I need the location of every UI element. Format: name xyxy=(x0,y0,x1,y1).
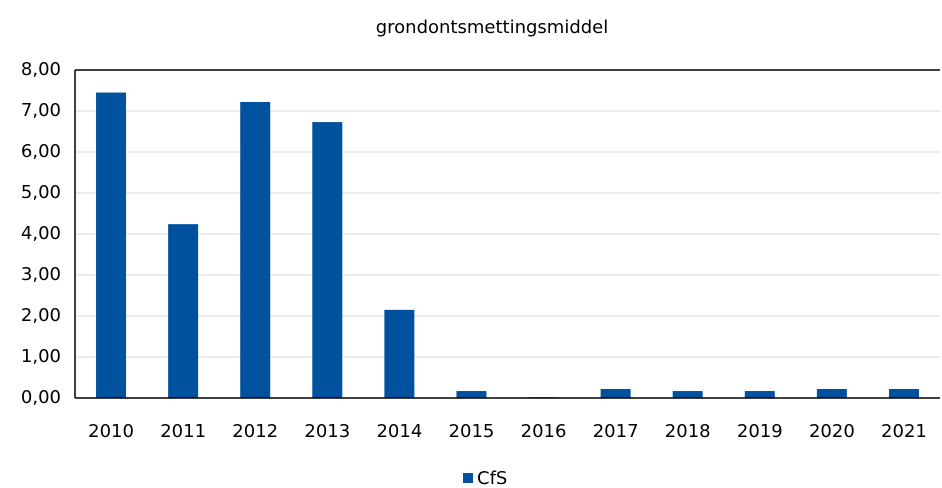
bar xyxy=(888,388,919,398)
x-tick-label: 2021 xyxy=(881,421,927,442)
x-tick-label: 2015 xyxy=(449,421,495,442)
y-tick-label: 0,00 xyxy=(21,387,61,408)
y-tick-label: 1,00 xyxy=(21,346,61,367)
x-tick-label: 2018 xyxy=(665,421,711,442)
x-tick-label: 2014 xyxy=(376,421,422,442)
y-tick-label: 8,00 xyxy=(21,59,61,80)
bar xyxy=(168,224,199,398)
bar xyxy=(384,309,415,398)
x-tick-label: 2010 xyxy=(88,421,134,442)
bar xyxy=(600,388,631,398)
y-tick-label: 2,00 xyxy=(21,305,61,326)
x-tick-label: 2020 xyxy=(809,421,855,442)
x-tick-label: 2013 xyxy=(304,421,350,442)
x-tick-label: 2012 xyxy=(232,421,278,442)
bar xyxy=(312,122,343,398)
y-tick-label: 5,00 xyxy=(21,182,61,203)
bar xyxy=(816,388,847,398)
x-tick-label: 2019 xyxy=(737,421,783,442)
x-tick-label: 2016 xyxy=(521,421,567,442)
bar xyxy=(744,391,775,398)
y-tick-label: 4,00 xyxy=(21,223,61,244)
x-tick-label: 2017 xyxy=(593,421,639,442)
bar xyxy=(456,391,487,398)
y-tick-label: 6,00 xyxy=(21,141,61,162)
legend-swatch xyxy=(463,473,473,483)
legend-label: CfS xyxy=(477,468,507,488)
bar xyxy=(96,92,127,399)
bar xyxy=(672,391,703,398)
x-tick-label: 2011 xyxy=(160,421,206,442)
bar xyxy=(240,101,271,398)
y-tick-label: 3,00 xyxy=(21,264,61,285)
chart-title: grondontsmettingsmiddel xyxy=(376,17,609,38)
y-tick-label: 7,00 xyxy=(21,100,61,121)
